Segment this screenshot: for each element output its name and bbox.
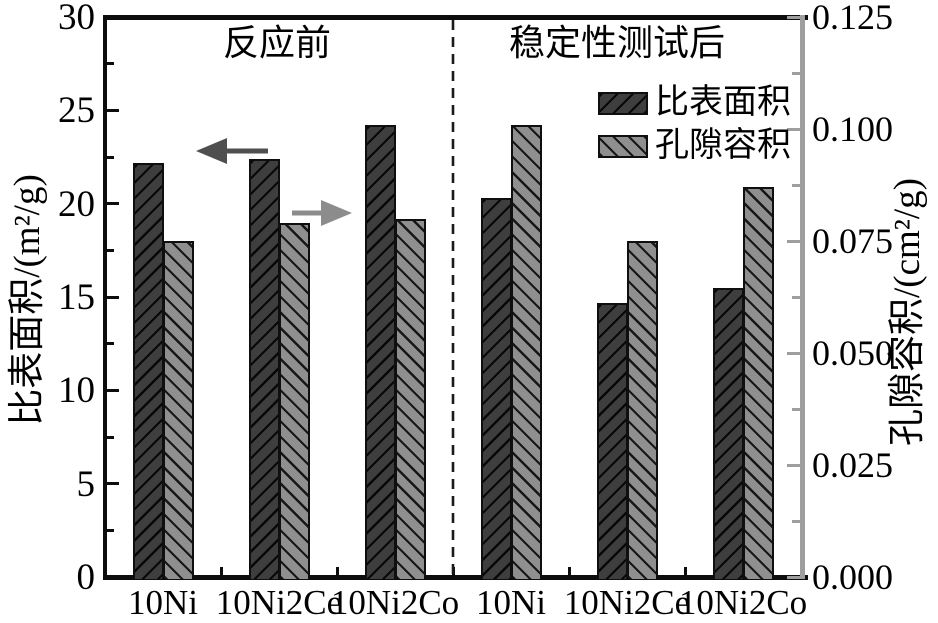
right-axis-tick-label: 0.100 [812, 109, 893, 149]
legend-item-surface-area: 比表面积 [598, 86, 791, 120]
bar-pore-volume-10Ni [511, 124, 542, 579]
left-axis-tick-label: 25 [58, 90, 95, 132]
x-axis-category-label: 10Ni2Ce [563, 583, 691, 622]
right-axis-major-tick [787, 351, 800, 355]
left-axis-major-tick [107, 388, 119, 392]
left-axis-minor-tick [107, 528, 114, 532]
right-axis-title: 孔隙容积/(cm²/g) [887, 178, 928, 446]
x-axis-category-label: 10Ni2Co [330, 583, 460, 622]
right-axis-major-tick [787, 127, 800, 131]
bar-surface-area-10Ni2Ce [597, 302, 628, 579]
left-axis-major-tick [107, 482, 119, 486]
left-axis-major-tick [107, 575, 119, 579]
bar-pore-volume-10Ni2Co [743, 187, 774, 579]
x-axis-category-label: 10Ni2Ce [215, 583, 343, 622]
left-axis-major-tick [107, 202, 119, 206]
left-axis-tick-label: 5 [76, 463, 96, 505]
left-axis-title: 比表面积/(m²/g) [7, 174, 48, 426]
left-axis-tick-label: 30 [58, 0, 95, 38]
legend: 比表面积 孔隙容积 [598, 86, 791, 163]
right-axis-minor-tick [792, 519, 800, 523]
bar-surface-area-10Ni [481, 198, 512, 579]
bar-surface-area-10Ni2Ce [249, 158, 280, 579]
left-axis-tick-label: 10 [58, 370, 95, 412]
right-axis-major-tick [787, 575, 800, 579]
left-axis-minor-tick [107, 62, 114, 66]
legend-item-pore-volume: 孔隙容积 [598, 129, 791, 163]
right-axis-tick-label: 0.075 [812, 221, 893, 261]
top-spine [103, 15, 808, 20]
legend-label-surface-area: 比表面积 [655, 84, 791, 121]
x-axis-category-label: 10Ni [128, 583, 198, 622]
right-axis-tick-label: 0.050 [812, 333, 893, 373]
left-axis-tick-label: 20 [58, 183, 95, 225]
right-axis-major-tick [787, 239, 800, 243]
x-axis-tick [335, 567, 339, 575]
x-axis-tick [567, 567, 571, 575]
bottom-axis-spine [103, 575, 808, 580]
right-axis-spine [800, 15, 805, 579]
legend-swatch-surface-area [598, 91, 648, 115]
x-axis-category-label: 10Ni2Co [678, 583, 808, 622]
right-axis-tick-label: 0.025 [812, 445, 893, 485]
bar-pore-volume-10Ni2Co [395, 218, 426, 579]
bar-surface-area-10Ni [133, 162, 164, 579]
bar-surface-area-10Ni2Co [713, 287, 744, 579]
left-axis-spine [103, 15, 107, 579]
x-axis-tick [451, 567, 455, 575]
bar-pore-volume-10Ni [163, 241, 194, 579]
left-axis-major-tick [107, 15, 119, 19]
legend-label-pore-volume: 孔隙容积 [655, 127, 791, 164]
right-arrow-head-icon [321, 200, 352, 226]
bar-pore-volume-10Ni2Ce [279, 223, 310, 579]
bar-pore-volume-10Ni2Ce [627, 241, 658, 579]
x-axis-tick [219, 567, 223, 575]
right-axis-tick-label: 0.000 [812, 557, 893, 597]
bar-surface-area-10Ni2Co [365, 125, 396, 579]
right-axis-tick-label: 0.125 [812, 0, 893, 37]
section-title-after-stability-test: 稳定性测试后 [508, 23, 725, 63]
right-axis-minor-tick [792, 71, 800, 75]
right-axis-minor-tick [792, 407, 800, 411]
legend-swatch-pore-volume [598, 134, 648, 158]
left-axis-minor-tick [107, 155, 114, 159]
left-axis-tick-label: 15 [58, 277, 95, 318]
left-axis-major-tick [107, 108, 119, 112]
left-arrow-head-icon [196, 138, 227, 164]
left-axis-minor-tick [107, 342, 114, 346]
section-title-before-reaction: 反应前 [222, 23, 331, 63]
x-axis-category-label: 10Ni [476, 583, 546, 622]
left-axis-major-tick [107, 295, 119, 299]
right-axis-minor-tick [792, 183, 800, 187]
x-axis-tick [683, 567, 687, 575]
left-axis-tick-label: 0 [76, 557, 96, 598]
right-axis-major-tick [787, 15, 800, 19]
right-axis-minor-tick [792, 295, 800, 299]
left-axis-minor-tick [107, 248, 114, 252]
left-axis-minor-tick [107, 435, 114, 439]
right-axis-major-tick [787, 463, 800, 467]
